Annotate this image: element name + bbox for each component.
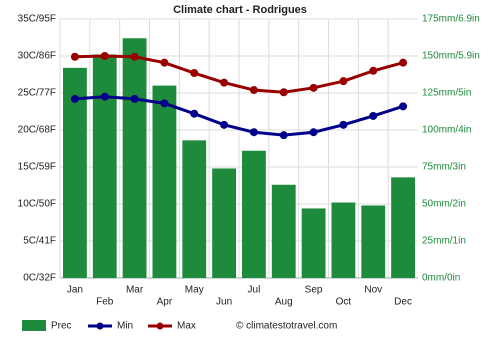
legend-label: Prec [51,321,72,332]
x-tick-label: Mar [126,285,144,296]
bar [361,205,386,278]
point [70,94,79,103]
bar [271,184,296,278]
x-tick-label: Oct [336,297,352,308]
point [249,86,258,95]
legend-swatch [96,322,104,330]
y2-tick-label: 125mm/5in [422,88,471,99]
x-tick-label: Apr [157,297,173,308]
bar [182,140,207,278]
y2-tick-label: 0mm/0in [422,273,460,284]
bar [301,208,326,278]
x-tick-label: Jun [216,297,232,308]
x-tick-label: Jan [67,285,83,296]
point [279,131,288,140]
point [309,83,318,92]
x-tick-label: Nov [364,285,382,296]
point [100,52,109,60]
point [339,77,348,86]
y2-tick-label: 175mm/6.9in [422,14,480,25]
y-tick-label: 0C/32F [23,273,56,284]
bar [391,177,415,278]
chart-title: Climate chart - Rodrigues [173,4,307,16]
y2-tick-label: 150mm/5.9in [422,51,480,62]
bar [92,54,117,278]
x-tick-label: Dec [394,297,412,308]
point [70,52,79,61]
point [160,58,169,67]
bar [152,85,177,278]
point [369,66,378,75]
point [249,128,258,137]
point [130,94,139,103]
line [74,95,404,137]
x-tick-label: Jul [248,285,261,296]
y-tick-label: 5C/41F [23,236,56,247]
point [190,109,199,118]
x-tick-label: Sep [305,285,323,296]
point [160,99,169,108]
point [369,111,378,120]
y2-tick-label: 50mm/2in [422,199,466,210]
point [399,102,408,111]
bar [212,168,236,278]
line [74,54,404,94]
point [279,88,288,97]
bar [331,202,356,278]
x-tick-label: Feb [96,297,114,308]
point [190,69,199,78]
point [220,120,229,129]
y-tick-label: 35C/95F [18,14,56,25]
point [130,52,139,61]
y-tick-label: 25C/77F [18,88,56,99]
point [339,120,348,129]
y-tick-label: 30C/86F [18,51,56,62]
y2-tick-label: 100mm/4in [422,125,471,136]
legend-swatch [22,320,46,331]
x-tick-label: May [185,285,204,296]
legend-swatch [156,322,164,330]
legend-label: Max [177,321,196,332]
bar [122,38,147,278]
credit: © climatestotravel.com [236,321,337,332]
y-tick-label: 10C/50F [18,199,56,210]
y2-tick-label: 25mm/1in [422,236,466,247]
point [309,128,318,137]
bar [242,150,266,278]
y-tick-label: 15C/59F [18,162,56,173]
point [100,92,109,101]
y-tick-label: 20C/68F [18,125,56,136]
x-tick-label: Aug [275,297,293,308]
point [220,78,229,87]
legend-label: Min [117,321,133,332]
y2-tick-label: 75mm/3in [422,162,466,173]
bar [63,67,87,278]
point [399,58,408,67]
